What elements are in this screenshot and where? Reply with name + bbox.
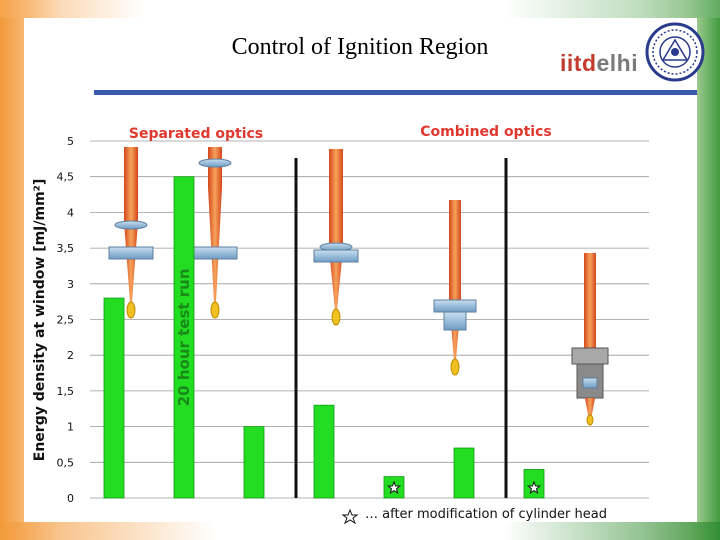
optics-illustration-5 <box>571 253 609 426</box>
slide-title: Control of Ignition Region <box>231 34 489 60</box>
group-separator-lines <box>294 158 508 498</box>
slide-background-bottom <box>0 522 720 540</box>
slide-background-top <box>0 0 720 18</box>
y-tick-label: 3 <box>67 278 74 291</box>
bar-2 <box>173 176 195 499</box>
bar-annotation-2: 20 hour test run <box>175 268 193 406</box>
optics-illustration-4 <box>433 200 477 376</box>
y-tick-label: 0 <box>67 492 74 505</box>
footnote-text: … after modification of cylinder head <box>365 507 607 522</box>
logo-text-part1: iitd <box>560 50 597 76</box>
bar-3 <box>243 426 265 499</box>
y-tick-label: 4 <box>67 206 74 219</box>
group-title-separated-optics: Separated optics <box>129 126 263 142</box>
footnote-star-icon <box>341 508 359 525</box>
bar-4 <box>313 404 335 499</box>
iitd-emblem-logo <box>645 22 705 82</box>
bar-star-icon-7 <box>527 480 541 495</box>
y-tick-label: 3,5 <box>57 242 75 255</box>
logo-text-part2: elhi <box>596 50 639 76</box>
footnote: … after modification of cylinder head <box>341 507 607 525</box>
optics-illustration-2 <box>192 147 238 319</box>
optics-illustration-1 <box>108 147 154 319</box>
y-tick-label: 4,5 <box>57 171 75 184</box>
title-rule <box>94 90 697 95</box>
iitdelhi-logo-text: iitdelhi <box>560 50 638 77</box>
y-tick-label: 1,5 <box>57 385 75 398</box>
y-tick-label: 2 <box>67 349 74 362</box>
y-tick-label: 1 <box>67 421 74 434</box>
y-tick-labels: 0 0,5 1 1,5 2 2,5 3 3,5 4 4,5 5 <box>57 135 75 505</box>
y-axis-label: Energy density at window [mJ/mm²] <box>32 179 48 461</box>
bar-1 <box>103 297 125 499</box>
optics-illustration-3 <box>313 149 359 326</box>
y-tick-label: 0,5 <box>57 456 75 469</box>
energy-density-chart: Energy density at window [mJ/mm²] 0 0,5 1 1… <box>32 124 649 525</box>
bar-6 <box>453 447 475 499</box>
y-tick-label: 5 <box>67 135 74 148</box>
y-tick-label: 2,5 <box>57 314 75 327</box>
bar-star-icon-5 <box>387 480 401 495</box>
group-title-combined-optics: Combined optics <box>420 124 551 140</box>
bars: 20 hour test run <box>103 176 545 499</box>
